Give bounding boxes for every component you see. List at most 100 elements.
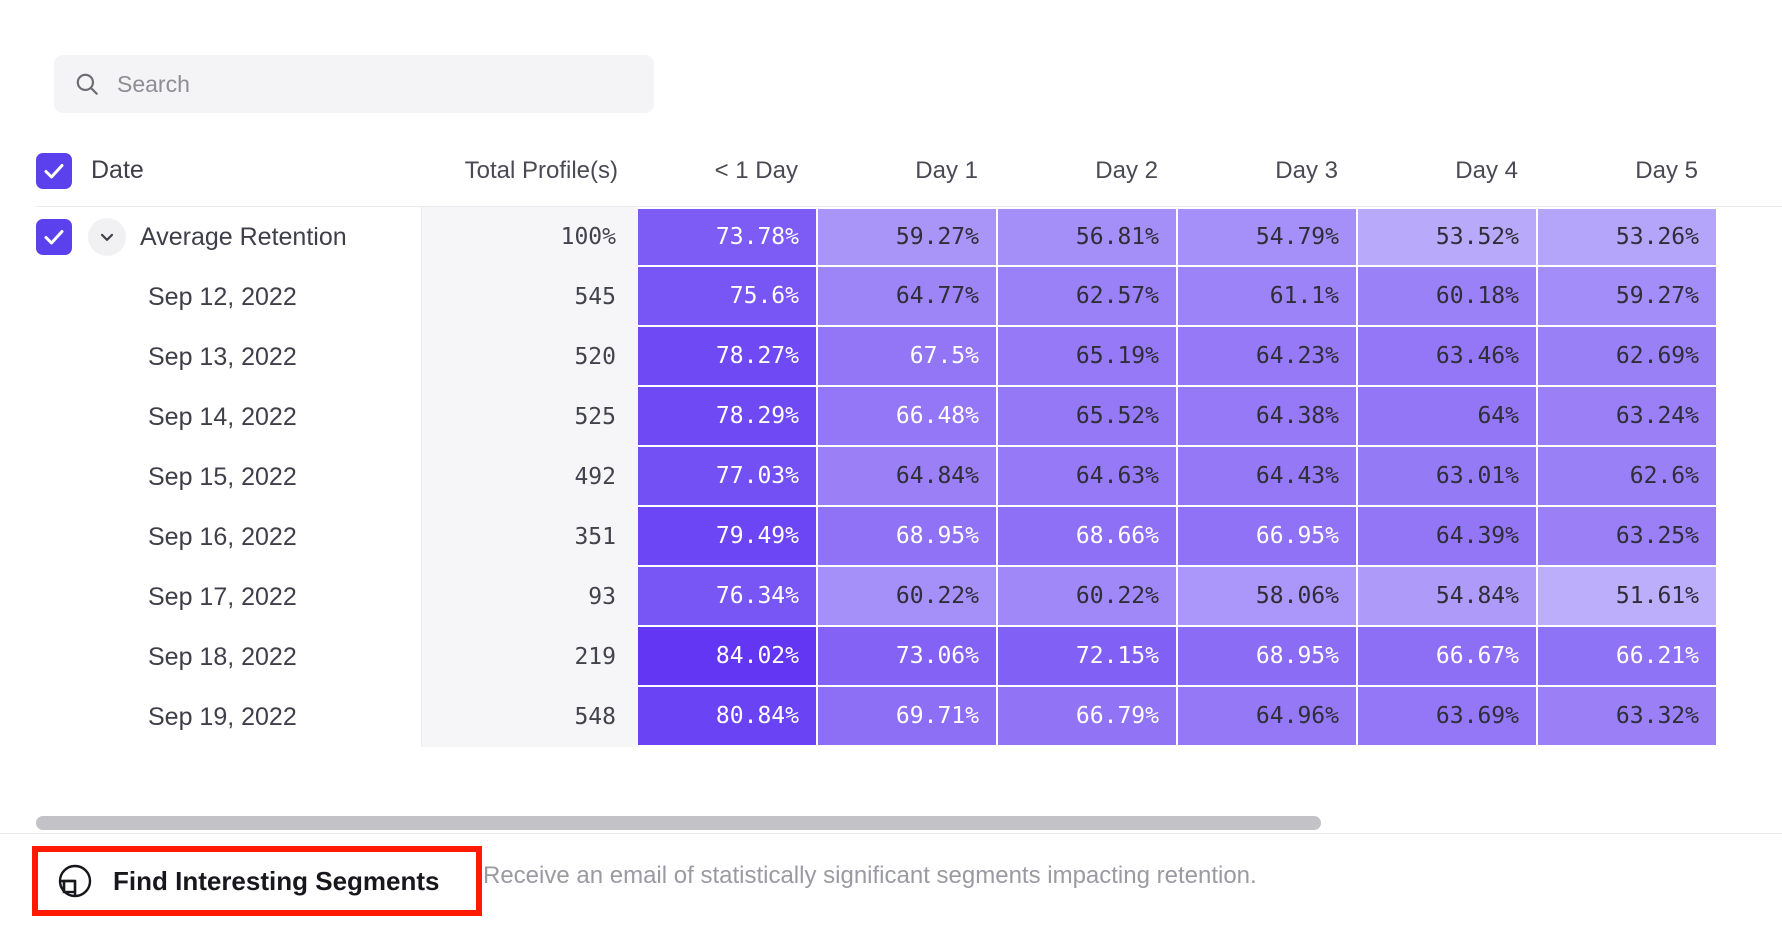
retention-cell[interactable]: 60.22%: [998, 567, 1178, 627]
retention-cell[interactable]: 72.15%: [998, 627, 1178, 687]
retention-cell[interactable]: 62.69%: [1538, 327, 1718, 387]
retention-cell[interactable]: 84.02%: [638, 627, 818, 687]
retention-cell[interactable]: 69.71%: [818, 687, 998, 747]
retention-cell[interactable]: 67.5%: [818, 327, 998, 387]
column-header-lt1day: < 1 Day: [714, 156, 798, 184]
retention-cell[interactable]: 64.63%: [998, 447, 1178, 507]
table-row[interactable]: Sep 16, 2022 351 79.49% 68.95% 68.66% 66.95% 6…: [36, 507, 1782, 567]
row-label-cell: Sep 16, 2022: [36, 507, 421, 567]
search-input[interactable]: [117, 70, 634, 98]
table-row[interactable]: Sep 14, 2022 525 78.29% 66.48% 65.52% 64.38% 6…: [36, 387, 1782, 447]
retention-cell[interactable]: 66.21%: [1538, 627, 1718, 687]
table-row[interactable]: Sep 12, 2022 545 75.6% 64.77% 62.57% 61.1% 60.…: [36, 267, 1782, 327]
retention-cell[interactable]: 64.84%: [818, 447, 998, 507]
total-profiles-cell: 93: [421, 567, 638, 627]
retention-cell[interactable]: 54.84%: [1358, 567, 1538, 627]
retention-cell[interactable]: 62.6%: [1538, 447, 1718, 507]
retention-cell[interactable]: 61.1%: [1178, 267, 1358, 327]
retention-cell[interactable]: 79.49%: [638, 507, 818, 567]
column-header-day5: Day 5: [1635, 156, 1698, 184]
row-label: Sep 14, 2022: [148, 402, 297, 431]
find-segments-description: Receive an email of statistically signif…: [483, 862, 1257, 889]
retention-cell[interactable]: 80.84%: [638, 687, 818, 747]
row-label-cell: Sep 12, 2022: [36, 267, 421, 327]
retention-cell[interactable]: 64.96%: [1178, 687, 1358, 747]
retention-cell[interactable]: 66.95%: [1178, 507, 1358, 567]
retention-cell[interactable]: 76.34%: [638, 567, 818, 627]
retention-cell[interactable]: 65.19%: [998, 327, 1178, 387]
retention-cell[interactable]: 64.77%: [818, 267, 998, 327]
find-interesting-segments-label: Find Interesting Segments: [113, 865, 440, 896]
row-label: Sep 19, 2022: [148, 702, 297, 731]
retention-cell[interactable]: 75.6%: [638, 267, 818, 327]
retention-cell[interactable]: 63.32%: [1538, 687, 1718, 747]
table-row[interactable]: Sep 15, 2022 492 77.03% 64.84% 64.63% 64.43% 6…: [36, 447, 1782, 507]
retention-cell[interactable]: 64.38%: [1178, 387, 1358, 447]
column-header-date-label: Date: [91, 156, 144, 184]
retention-cell[interactable]: 73.78%: [638, 207, 818, 267]
retention-cell[interactable]: 63.46%: [1358, 327, 1538, 387]
retention-cell[interactable]: 66.48%: [818, 387, 998, 447]
retention-cell[interactable]: 60.18%: [1358, 267, 1538, 327]
table-row[interactable]: Sep 17, 2022 93 76.34% 60.22% 60.22% 58.06% 54…: [36, 567, 1782, 627]
retention-cell[interactable]: 78.27%: [638, 327, 818, 387]
retention-cell[interactable]: 51.61%: [1538, 567, 1718, 627]
find-interesting-segments-button[interactable]: Find Interesting Segments: [55, 858, 440, 904]
chevron-down-icon[interactable]: [88, 218, 126, 256]
row-label: Average Retention: [140, 222, 347, 251]
check-icon: [44, 230, 64, 245]
retention-cell[interactable]: 65.52%: [998, 387, 1178, 447]
retention-cell[interactable]: 66.67%: [1358, 627, 1538, 687]
retention-cell[interactable]: 64.23%: [1178, 327, 1358, 387]
table-row[interactable]: Average Retention 100% 73.78% 59.27% 56.81% 5…: [36, 207, 1782, 267]
horizontal-scrollbar-track[interactable]: [36, 816, 1782, 830]
column-header-date: Date: [36, 152, 421, 189]
column-header-day1: Day 1: [915, 156, 978, 184]
retention-cell[interactable]: 64%: [1358, 387, 1538, 447]
total-profiles-cell: 548: [421, 687, 638, 747]
total-profiles-cell: 351: [421, 507, 638, 567]
retention-cell[interactable]: 53.26%: [1538, 207, 1718, 267]
retention-cell[interactable]: 63.01%: [1358, 447, 1538, 507]
retention-cell[interactable]: 78.29%: [638, 387, 818, 447]
retention-cell[interactable]: 68.95%: [1178, 627, 1358, 687]
row-label: Sep 12, 2022: [148, 282, 297, 311]
retention-cell[interactable]: 68.66%: [998, 507, 1178, 567]
horizontal-scrollbar-thumb[interactable]: [36, 816, 1321, 830]
retention-cell[interactable]: 64.43%: [1178, 447, 1358, 507]
retention-cell[interactable]: 63.24%: [1538, 387, 1718, 447]
row-label: Sep 17, 2022: [148, 582, 297, 611]
retention-cell[interactable]: 77.03%: [638, 447, 818, 507]
retention-cell[interactable]: 53.52%: [1358, 207, 1538, 267]
retention-cell[interactable]: 59.27%: [1538, 267, 1718, 327]
retention-cell[interactable]: 68.95%: [818, 507, 998, 567]
segment-pie-icon: [55, 861, 95, 901]
table-row[interactable]: Sep 19, 2022 548 80.84% 69.71% 66.79% 64.96% 6…: [36, 687, 1782, 747]
table-row[interactable]: Sep 13, 2022 520 78.27% 67.5% 65.19% 64.23% 63…: [36, 327, 1782, 387]
find-segments-highlight-box: [32, 846, 482, 916]
retention-cell[interactable]: 73.06%: [818, 627, 998, 687]
search-bar[interactable]: [54, 55, 654, 113]
retention-cell[interactable]: 54.79%: [1178, 207, 1358, 267]
total-profiles-cell: 492: [421, 447, 638, 507]
retention-cell[interactable]: 66.79%: [998, 687, 1178, 747]
retention-cell[interactable]: 56.81%: [998, 207, 1178, 267]
retention-cell[interactable]: 58.06%: [1178, 567, 1358, 627]
retention-cell[interactable]: 64.39%: [1358, 507, 1538, 567]
row-checkbox[interactable]: [36, 219, 72, 255]
row-label-cell: Sep 17, 2022: [36, 567, 421, 627]
search-icon: [74, 71, 100, 97]
table-row[interactable]: Sep 18, 2022 219 84.02% 73.06% 72.15% 68.95% 6…: [36, 627, 1782, 687]
row-label-cell: Sep 14, 2022: [36, 387, 421, 447]
retention-cell[interactable]: 60.22%: [818, 567, 998, 627]
retention-cell[interactable]: 63.69%: [1358, 687, 1538, 747]
retention-cell[interactable]: 63.25%: [1538, 507, 1718, 567]
row-label: Sep 18, 2022: [148, 642, 297, 671]
row-label: Sep 16, 2022: [148, 522, 297, 551]
retention-cell[interactable]: 59.27%: [818, 207, 998, 267]
row-label-cell: Sep 18, 2022: [36, 627, 421, 687]
select-all-checkbox[interactable]: [36, 152, 72, 189]
retention-cell[interactable]: 62.57%: [998, 267, 1178, 327]
total-profiles-cell: 520: [421, 327, 638, 387]
